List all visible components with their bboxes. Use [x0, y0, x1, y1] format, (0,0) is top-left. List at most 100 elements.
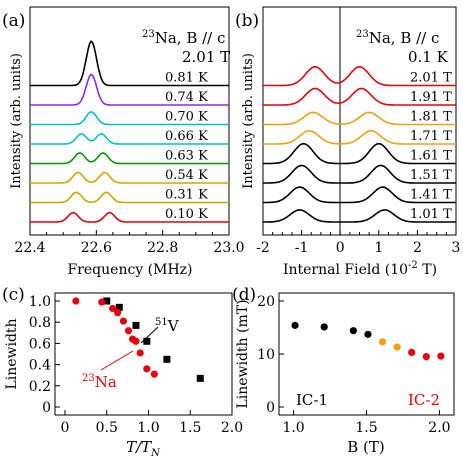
- panel-a-curve-031K: [30, 191, 229, 204]
- panel-c-point-Na-8: [136, 349, 144, 357]
- panel-b-mass-number: 23: [356, 29, 369, 40]
- panel-a-series-label-5: 0.70 K: [165, 110, 208, 125]
- panel-c-x-axis-label: T/TN: [126, 438, 161, 459]
- panel-b-series-label-2: 1.51 T: [410, 168, 452, 183]
- panel-b-series-label-0: 1.01 T: [410, 207, 452, 222]
- panel-d-point-2: [349, 327, 357, 335]
- panel-b-x-axis-label: Internal Field (10-2 T): [283, 260, 437, 278]
- panel-a-series-label-1: 0.31 K: [165, 188, 208, 203]
- panel-a-series-label-4: 0.66 K: [165, 129, 208, 144]
- panel-d-axes-ticks: 1.0 1.5 2.0 0 10 20: [257, 294, 450, 436]
- panel-d-x-axis-label: B (T): [347, 438, 385, 456]
- na-element: Na: [95, 373, 117, 391]
- panel-c-linewidth-vs-temperature: (c) 0 0.5 1.0 1.5 2.0 0 0.2 0.4 0.6 0.8 1.0 51V 23…: [2, 285, 243, 459]
- panel-a-nucleus: Na, B // c: [155, 29, 226, 47]
- panel-b-series-label-4: 1.71 T: [410, 129, 452, 144]
- panel-d-y-axis-label: Linewidth (mT): [235, 299, 251, 408]
- panel-a-x-tick-label-3: 23.0: [213, 240, 244, 256]
- panel-a-annotation: 23Na, B // c: [142, 29, 225, 47]
- panel-a-x-ticks: 22.4 22.6 22.8 23.0: [14, 230, 245, 256]
- panel-a-temperature-labels: 0.10 K 0.31 K 0.54 K 0.63 K 0.66 K 0.70 K 0.74…: [165, 71, 208, 223]
- panel-b-field-labels: 1.01 T 1.41 T 1.51 T 1.61 T 1.71 T 1.81 T 1.91…: [410, 71, 452, 223]
- panel-d-point-4: [378, 338, 387, 346]
- panel-b-curve-181T: [263, 111, 456, 126]
- panel-d-point-7: [422, 353, 430, 361]
- panel-a-curve-074K: [30, 73, 229, 106]
- panel-b-x-tick-label-2: 0: [336, 240, 345, 256]
- panel-c-point-Na-2: [108, 304, 117, 313]
- panel-a-label: (a): [2, 11, 25, 31]
- panel-a-field: 2.01 T: [182, 48, 230, 66]
- na-series-label: 23Na: [82, 373, 117, 391]
- panel-b-curve-151T: [263, 164, 456, 184]
- panel-a-spectra: (a) 22.4 22.6 22.8 23.0 0.10 K0.31 K0.54 K0…: [2, 6, 245, 278]
- panel-d-point-5: [393, 343, 401, 351]
- panel-c-point-Na-10: [150, 370, 158, 378]
- panel-c-point-Na-3: [114, 309, 122, 317]
- panel-b-curves: [263, 65, 456, 223]
- panel-d-linewidth-vs-field: (d) 1.0 1.5 2.0 0 10 20 IC-1 IC-2 B (T) Linew…: [232, 285, 455, 456]
- panel-b-x-tick-label-0: -2: [256, 240, 270, 256]
- panel-c-x-axis-subscript: N: [150, 448, 161, 459]
- panel-b-annotation: 23Na, B // c: [356, 29, 439, 47]
- panel-b-spectra: (b) -2 -1 0 1 2 3 1.01 T1.41 T1.51 T1.61 T1.7…: [235, 6, 461, 278]
- panel-b-series-label-3: 1.61 T: [410, 149, 452, 164]
- panel-c-point-Na-4: [119, 317, 128, 325]
- panel-a-curve-070K: [30, 110, 229, 126]
- panel-d-x-tick-label-0: 1.0: [282, 420, 304, 436]
- panel-a-y-axis-label: Intensity (arb. units): [9, 53, 24, 189]
- panel-b-temperature: 0.1 K: [408, 48, 449, 66]
- panel-b-x-tick-label-4: 2: [413, 240, 422, 256]
- panel-d-y-tick-label-0: 0: [266, 400, 275, 416]
- panel-b-series-label-1: 1.41 T: [410, 188, 452, 203]
- panel-d-x-tick-label-1: 1.5: [355, 420, 377, 436]
- panel-b-x-axis-exponent: -2: [408, 260, 418, 271]
- panel-a-curve-081K: [30, 40, 229, 87]
- panel-b-series-label-5: 1.81 T: [410, 110, 452, 125]
- panel-a-series-label-6: 0.74 K: [165, 90, 208, 105]
- panel-a-mass-number: 23: [142, 29, 155, 40]
- panel-c-frame: [54, 292, 233, 416]
- panel-c-y-tick-label-1: 0.2: [29, 379, 51, 395]
- panel-a-curve-010K: [30, 211, 229, 223]
- panel-a-x-tick-label-1: 22.6: [81, 240, 112, 256]
- panel-a-series-label-3: 0.63 K: [165, 149, 208, 164]
- panel-c-point-V-5: [196, 374, 204, 382]
- panel-c-point-Na-9: [143, 365, 151, 373]
- panel-b-series-label-6: 1.91 T: [410, 90, 452, 105]
- v-mass-number: 51: [155, 317, 168, 328]
- panel-a-x-tick-label-2: 22.8: [147, 240, 178, 256]
- panel-a-series-label-0: 0.10 K: [165, 207, 208, 222]
- panel-c-point-Na-7: [132, 337, 140, 345]
- panel-c-points: [72, 297, 204, 382]
- panel-c-label: (c): [2, 285, 25, 305]
- panel-a-curve-066K: [30, 132, 229, 145]
- panel-b-curve-141T: [263, 186, 456, 204]
- panel-c-point-V-1: [115, 303, 123, 311]
- panel-b-x-tick-label-3: 1: [374, 240, 383, 256]
- panel-c-y-tick-label-2: 0.4: [29, 358, 51, 374]
- panel-c-y-tick-label-5: 1.0: [29, 294, 51, 310]
- panel-d-x-axis-text: B (T): [347, 438, 385, 456]
- panel-b-curve-161T: [263, 142, 456, 165]
- panel-b-nucleus: Na, B // c: [369, 29, 440, 47]
- panel-b-curve-171T: [263, 130, 456, 145]
- panel-a-x-axis-label: Frequency (MHz): [67, 262, 192, 278]
- panel-b-curve-101T: [263, 209, 456, 223]
- panel-c-x-tick-label-3: 1.5: [179, 420, 201, 436]
- panel-b-x-axis-text: Internal Field (10: [283, 262, 408, 278]
- panel-c-y-tick-label-0: 0: [42, 400, 51, 416]
- panel-a-curve-063K: [30, 152, 229, 165]
- panel-c-x-axis-text: T/T: [126, 438, 152, 456]
- panel-d-points: [291, 321, 445, 361]
- v-series-label: 51V: [155, 317, 180, 335]
- panel-d-label: (d): [232, 285, 256, 305]
- panel-b-x-tick-label-5: 3: [452, 240, 461, 256]
- panel-c-y-axis-label: Linewidth: [4, 318, 20, 389]
- panel-c-y-tick-label-4: 0.8: [29, 315, 51, 331]
- v-element: V: [167, 317, 180, 335]
- v-label-leader: [140, 326, 159, 344]
- panel-c-x-tick-label-0: 0: [61, 420, 70, 436]
- panel-c-point-Na-5: [124, 327, 133, 335]
